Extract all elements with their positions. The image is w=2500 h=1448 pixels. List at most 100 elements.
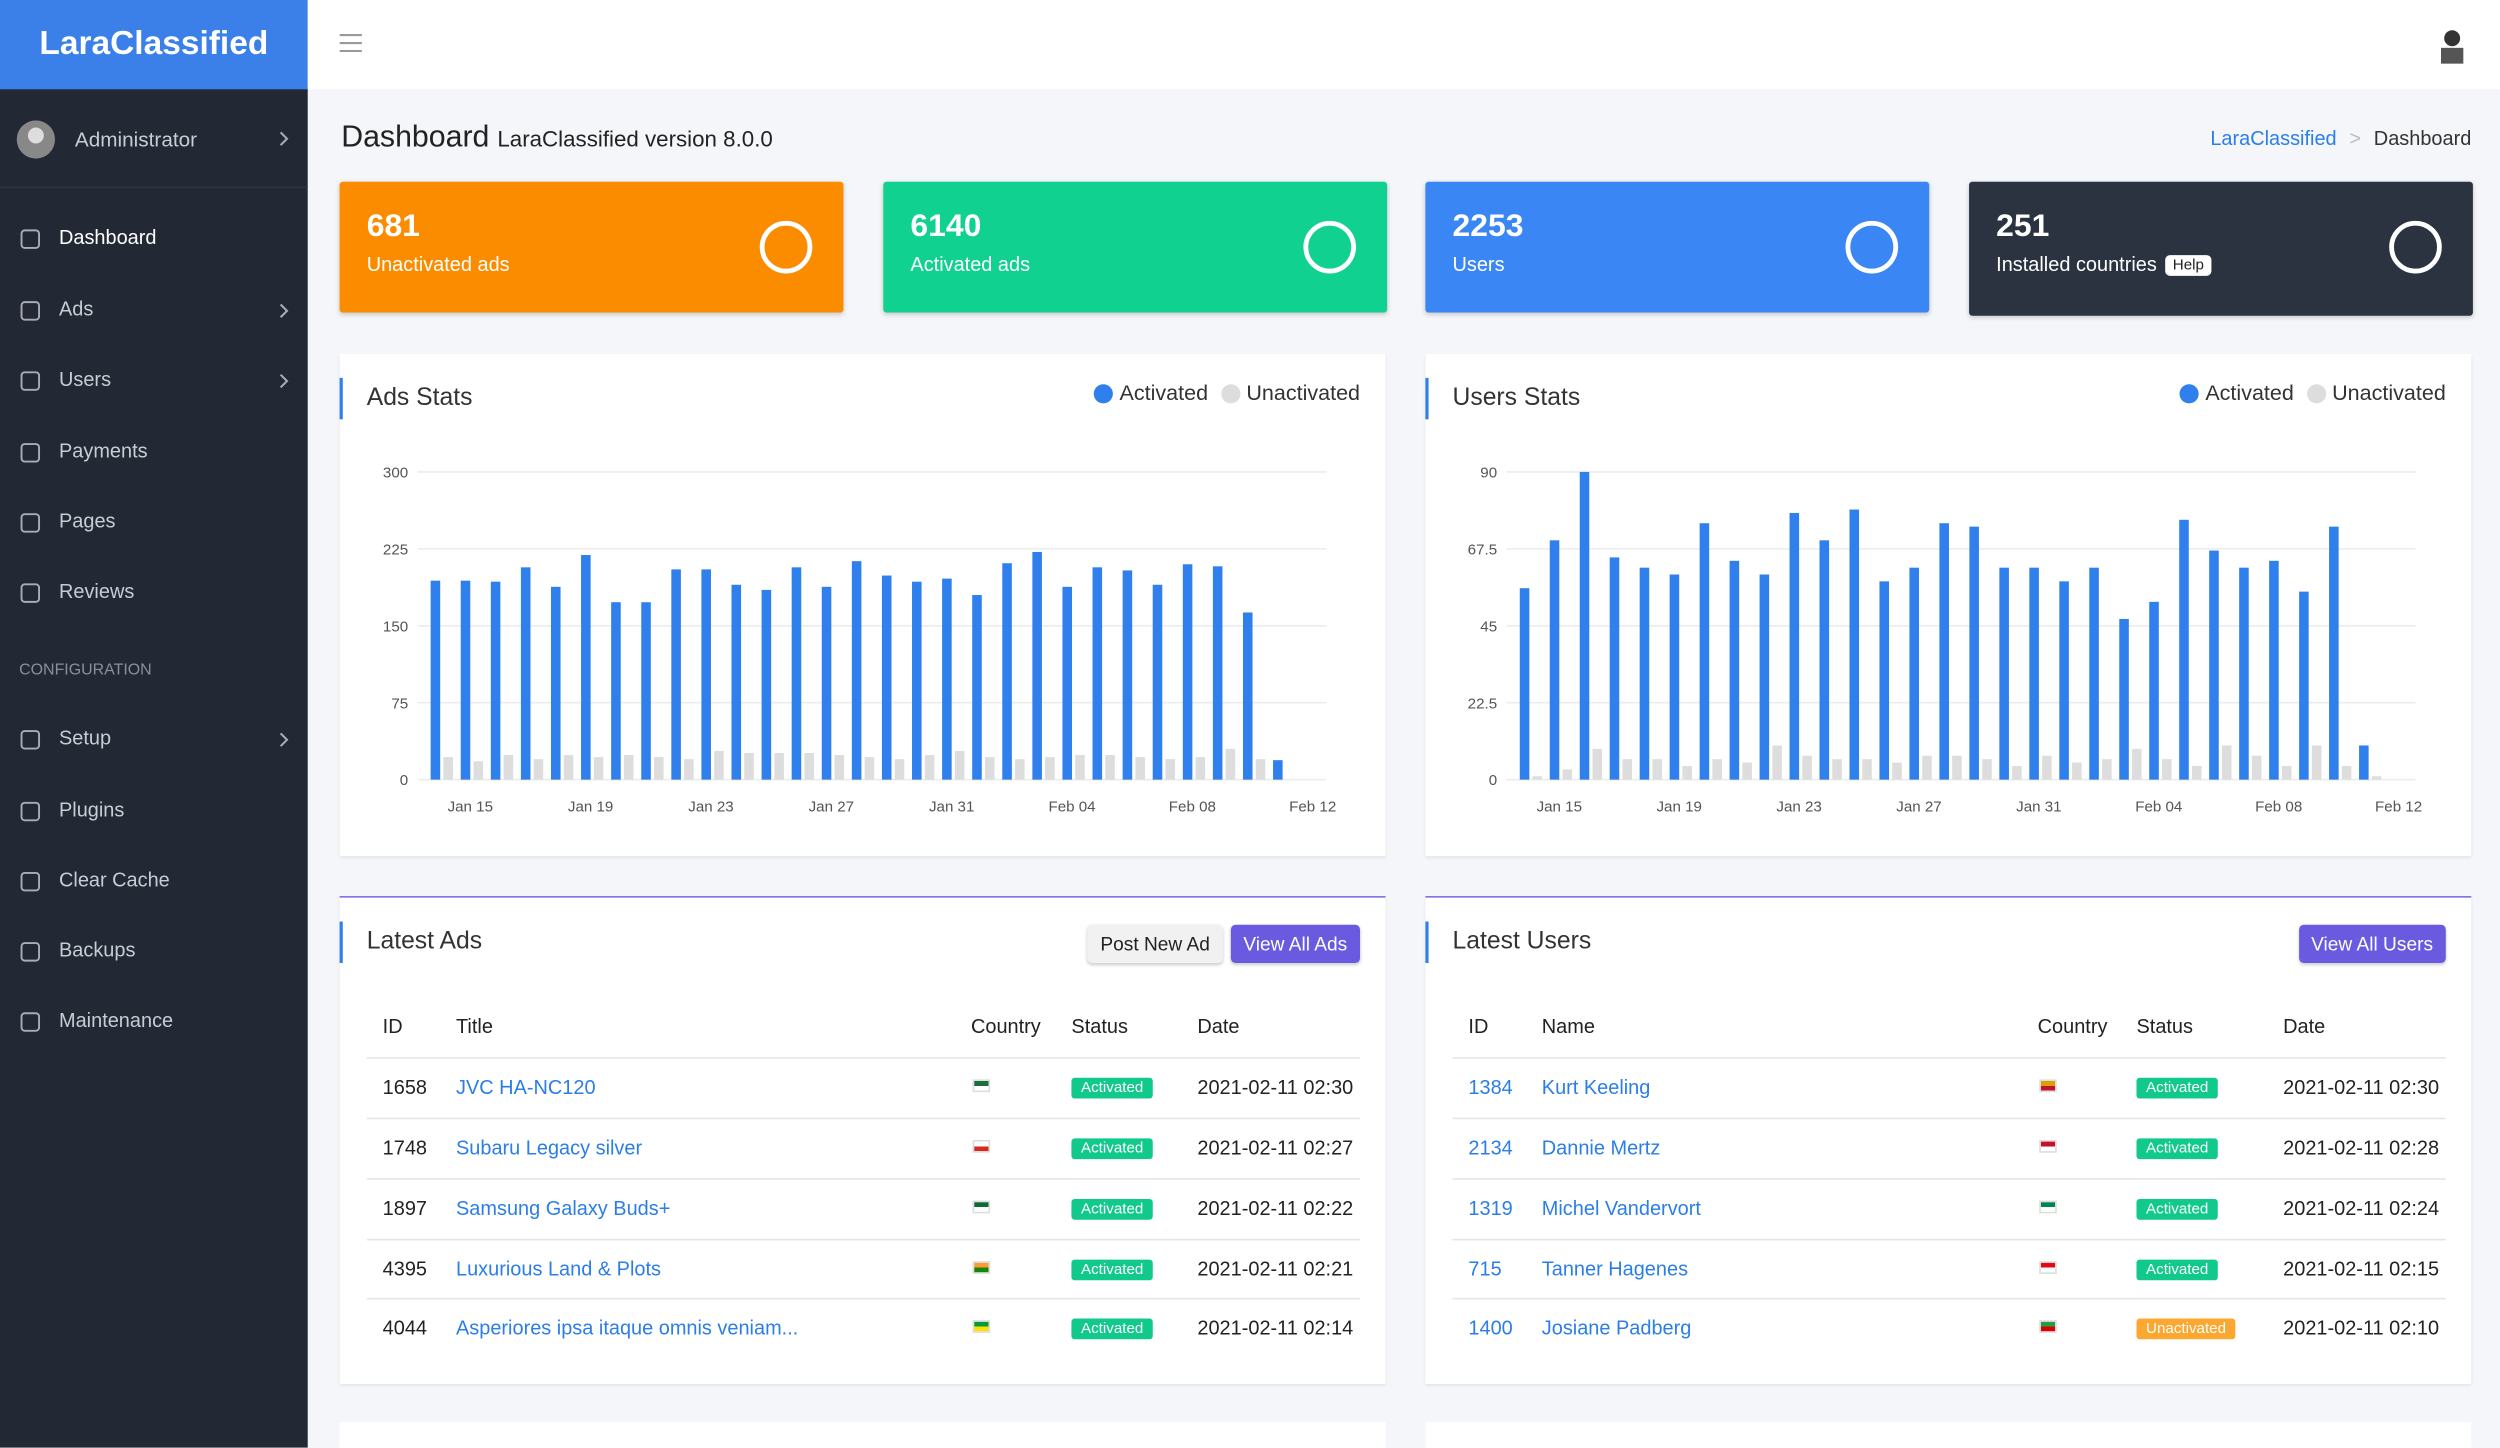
button-group: View All Users: [2298, 925, 2445, 963]
y-tick-label: 150: [383, 618, 408, 635]
menu-item[interactable]: Users: [59, 368, 111, 390]
cell-id[interactable]: 1400: [1468, 1317, 1512, 1339]
bar: [2282, 766, 2292, 780]
y-tick-label: 0: [1489, 772, 1497, 789]
bar: [581, 555, 591, 780]
panel-stub: [340, 1422, 1386, 1448]
menu-item[interactable]: Plugins: [59, 799, 124, 821]
stat-value: 251: [1996, 209, 2049, 246]
icon-circle: [2392, 223, 2440, 271]
flag: [2039, 1261, 2057, 1274]
menu-icon: [19, 512, 41, 534]
button[interactable]: View All Users: [2298, 925, 2445, 963]
bar: [1849, 510, 1859, 780]
menu-item[interactable]: Setup: [59, 727, 111, 749]
user-name[interactable]: Administrator: [75, 128, 197, 152]
bar: [895, 759, 905, 780]
row-divider: [1452, 1057, 2445, 1059]
bar: [2149, 602, 2159, 780]
bar: [2269, 561, 2279, 780]
chevron: [277, 373, 290, 389]
icon-shape: [22, 943, 40, 961]
stat-label: Unactivated ads: [367, 254, 510, 276]
bar: [1093, 567, 1103, 779]
label-text: Users: [1452, 254, 1504, 276]
bar: [1879, 581, 1889, 779]
bar: [654, 757, 664, 780]
menu-toggle: [340, 33, 362, 52]
bar: [882, 576, 892, 780]
menu-item[interactable]: Clear Cache: [59, 869, 170, 891]
cell-link[interactable]: Tanner Hagenes: [1542, 1258, 1688, 1280]
cell-link[interactable]: Dannie Mertz: [1542, 1137, 1661, 1159]
menu-item[interactable]: Maintenance: [59, 1009, 173, 1031]
cell-link[interactable]: Subaru Legacy silver: [456, 1137, 642, 1159]
bar: [2192, 766, 2202, 780]
bar: [852, 561, 862, 779]
cell-link[interactable]: Asperiores ipsa itaque omnis veniam...: [456, 1317, 798, 1339]
bar: [2012, 766, 2022, 780]
bar: [2072, 763, 2082, 780]
bar: [1862, 759, 1872, 780]
bar: [684, 759, 694, 780]
cell-link[interactable]: Josiane Padberg: [1542, 1317, 1692, 1339]
cell-link[interactable]: Michel Vandervort: [1542, 1197, 1701, 1219]
cell-id[interactable]: 1384: [1468, 1076, 1512, 1098]
cell-date: 2021-02-11 02:30: [2283, 1076, 2439, 1098]
bar: [1533, 776, 1543, 779]
bar: [431, 581, 441, 780]
bar: [1256, 759, 1266, 780]
cell-link[interactable]: Luxurious Land & Plots: [456, 1258, 661, 1280]
status-badge: Activated: [1071, 1199, 1152, 1220]
menu-item[interactable]: Payments: [59, 440, 148, 462]
menu-item[interactable]: Reviews: [59, 580, 134, 602]
chart: 075150225300Jan 15Jan 19Jan 23Jan 27Jan …: [340, 354, 1386, 856]
button[interactable]: Post New Ad: [1088, 925, 1223, 963]
x-tick-label: Jan 31: [929, 799, 974, 816]
menu-item[interactable]: Pages: [59, 510, 116, 532]
brand[interactable]: LaraClassified: [0, 0, 308, 89]
bar: [925, 755, 935, 780]
bar: [1802, 756, 1812, 780]
bar: [835, 755, 845, 780]
cell-id[interactable]: 715: [1468, 1258, 1501, 1280]
button[interactable]: View All Ads: [1231, 925, 1360, 963]
breadcrumb: LaraClassified>Dashboard: [2210, 128, 2471, 150]
x-tick-label: Jan 19: [568, 799, 613, 816]
breadcrumb-sep: >: [2349, 128, 2361, 150]
cell-link[interactable]: Kurt Keeling: [1542, 1076, 1651, 1098]
bar: [1922, 756, 1932, 780]
cell-id: 4395: [383, 1258, 427, 1280]
flag: [973, 1140, 991, 1153]
bar: [534, 759, 544, 780]
bar: [1075, 755, 1085, 780]
menu-icon: [19, 582, 41, 604]
cell-link[interactable]: JVC HA-NC120: [456, 1076, 596, 1098]
bar: [2329, 527, 2339, 780]
menu-item[interactable]: Ads: [59, 298, 93, 320]
bar: [792, 567, 802, 779]
menu-item[interactable]: Backups: [59, 939, 135, 961]
cell-id[interactable]: 1319: [1468, 1197, 1512, 1219]
cell-date: 2021-02-11 02:30: [1197, 1076, 1353, 1098]
bar: [2342, 766, 2352, 780]
x-tick-label: Feb 08: [1169, 799, 1216, 816]
cell-link[interactable]: Samsung Galaxy Buds+: [456, 1197, 670, 1219]
menu-item[interactable]: Dashboard: [59, 226, 157, 248]
cell-id: 1748: [383, 1137, 427, 1159]
status-badge: Activated: [1071, 1078, 1152, 1099]
bar: [443, 757, 453, 780]
menu-icon: [19, 729, 41, 751]
table-title: Latest Users: [1452, 928, 1591, 957]
flag: [973, 1201, 991, 1214]
y-tick-label: 45: [1480, 618, 1497, 635]
cell-id[interactable]: 2134: [1468, 1137, 1512, 1159]
bar: [1682, 766, 1692, 780]
title: Dashboard: [341, 121, 489, 156]
help-badge[interactable]: Help: [2165, 254, 2212, 275]
bar: [491, 582, 501, 780]
cell-id: 4044: [383, 1317, 427, 1339]
column-header: Name: [1542, 1016, 1595, 1038]
icon-shape: [22, 514, 40, 532]
breadcrumb-link[interactable]: LaraClassified: [2210, 128, 2336, 150]
